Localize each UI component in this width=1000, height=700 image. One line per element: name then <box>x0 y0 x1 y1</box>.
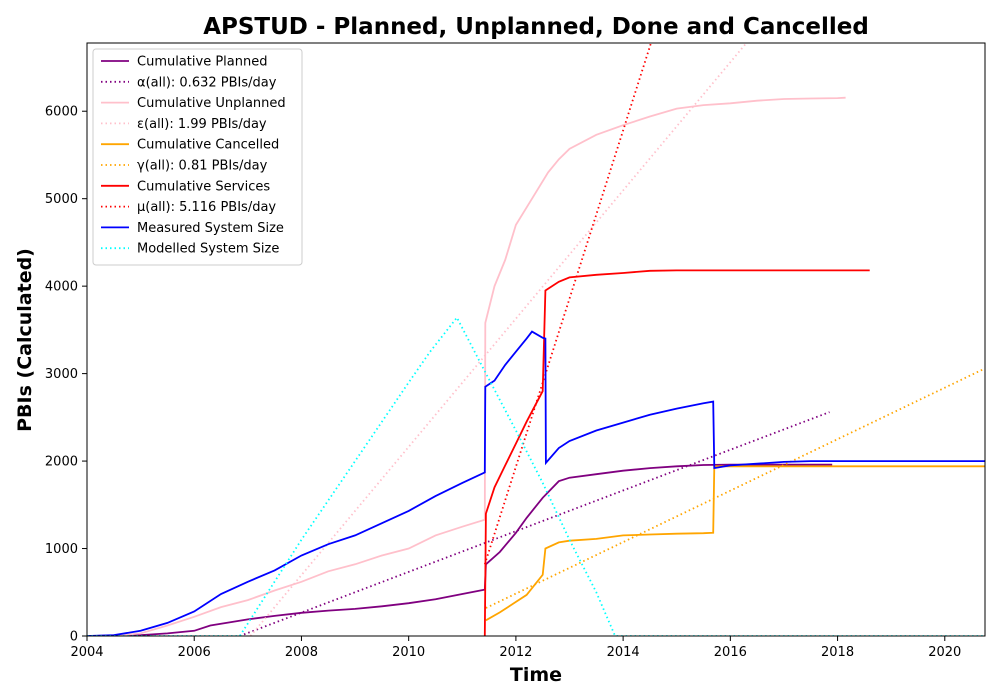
chart-title: APSTUD - Planned, Unplanned, Done and Ca… <box>203 14 869 40</box>
x-tick-label-2014: 2014 <box>607 645 640 660</box>
x-axis-title: Time <box>510 664 562 686</box>
x-tick-label-2008: 2008 <box>285 645 318 660</box>
legend-label-cumulative-services: Cumulative Services <box>137 179 270 194</box>
legend-label-all-1-99-pbis-day: ε(all): 1.99 PBIs/day <box>137 117 267 132</box>
x-tick-label-2012: 2012 <box>499 645 532 660</box>
legend: Cumulative Planned α(all): 0.632 PBIs/day… <box>92 48 303 266</box>
plot-area <box>87 43 985 636</box>
y-tick-label-5000: 5000 <box>45 192 78 207</box>
series-line-modelled-system-size <box>87 315 985 636</box>
y-tick-label-2000: 2000 <box>45 455 78 470</box>
axes: 2004 2006 2008 2010 2012 2014 2016 2018 2020 0 100… <box>45 42 986 660</box>
series-line-cumulative-cancelled <box>485 465 985 622</box>
y-tick-label-1000: 1000 <box>45 542 78 557</box>
y-tick-label-6000: 6000 <box>45 105 78 120</box>
x-tick-label-2020: 2020 <box>928 645 961 660</box>
legend-label-all-5-116-pbis-day: μ(all): 5.116 PBIs/day <box>137 200 276 215</box>
x-tick-label-2016: 2016 <box>714 645 747 660</box>
y-tick-label-4000: 4000 <box>45 280 78 295</box>
legend-label-measured-system-size: Measured System Size <box>137 221 284 236</box>
series-line-all-0-632-pbis-day <box>239 411 830 636</box>
legend-box <box>92 48 303 266</box>
y-tick-label-3000: 3000 <box>45 367 78 382</box>
legend-label-cumulative-planned: Cumulative Planned <box>137 55 267 70</box>
series-line-cumulative-unplanned <box>87 96 846 636</box>
legend-label-all-0-81-pbis-day: γ(all): 0.81 PBIs/day <box>137 159 268 174</box>
y-axis-title: PBIs (Calculated) <box>14 248 36 432</box>
legend-label-modelled-system-size: Modelled System Size <box>137 242 279 257</box>
x-tick-label-2010: 2010 <box>392 645 425 660</box>
series-line-cumulative-services <box>483 269 870 636</box>
series-line-all-1-99-pbis-day <box>249 43 748 636</box>
x-tick-label-2004: 2004 <box>70 645 103 660</box>
legend-label-cumulative-cancelled: Cumulative Cancelled <box>137 138 279 153</box>
series-line-all-0-81-pbis-day <box>485 367 985 609</box>
legend-label-cumulative-unplanned: Cumulative Unplanned <box>137 96 286 111</box>
x-tick-label-2018: 2018 <box>821 645 854 660</box>
plot-frame <box>86 42 986 637</box>
series-line-all-5-116-pbis-day <box>483 43 652 565</box>
legend-label-all-0-632-pbis-day: α(all): 0.632 PBIs/day <box>137 75 277 90</box>
series-line-cumulative-planned <box>87 463 833 636</box>
series-line-measured-system-size <box>87 330 985 636</box>
x-tick-label-2006: 2006 <box>178 645 211 660</box>
y-tick-label-0: 0 <box>70 630 78 645</box>
